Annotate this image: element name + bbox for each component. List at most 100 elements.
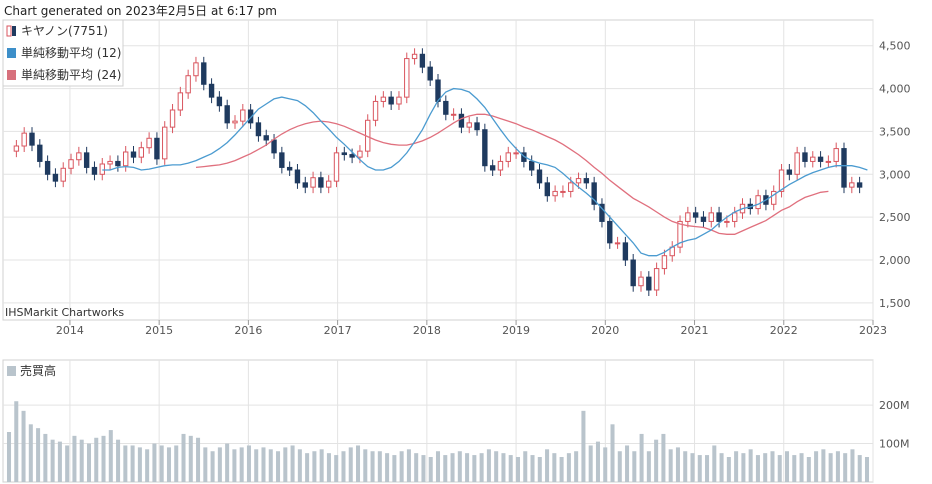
candle xyxy=(154,137,160,160)
volume-bar xyxy=(225,443,230,482)
candle xyxy=(318,177,324,188)
candle xyxy=(817,156,824,162)
volume-bar xyxy=(792,455,797,482)
price-y-tick-label: 4,500 xyxy=(879,40,911,53)
volume-bar xyxy=(726,457,731,482)
volume-bar xyxy=(276,451,281,482)
candle xyxy=(52,173,59,182)
candle xyxy=(411,53,418,60)
candle xyxy=(29,132,35,146)
volume-bar xyxy=(341,451,346,482)
volume-bar xyxy=(21,410,26,482)
volume-bar xyxy=(254,449,259,482)
volume-bar xyxy=(617,451,622,482)
volume-bar xyxy=(239,447,244,482)
volume-bar xyxy=(785,451,790,482)
volume-bar xyxy=(625,445,630,482)
volume-bar xyxy=(86,443,91,482)
volume-bar xyxy=(123,445,128,482)
volume-bar xyxy=(65,445,70,482)
volume-bar xyxy=(443,455,448,482)
candle xyxy=(310,177,316,188)
candle xyxy=(825,160,832,163)
volume-bar xyxy=(719,453,724,482)
volume-bar xyxy=(290,445,295,482)
volume-bar xyxy=(399,451,404,482)
candle xyxy=(474,122,480,131)
volume-bar xyxy=(152,443,157,482)
volume-bar xyxy=(363,449,368,482)
candle xyxy=(286,166,293,171)
candle xyxy=(786,169,793,175)
volume-bar xyxy=(697,455,702,482)
candle xyxy=(263,135,269,141)
candle xyxy=(794,152,800,175)
legend-box xyxy=(2,19,124,87)
volume-bar xyxy=(145,449,150,482)
volume-bar xyxy=(494,451,499,482)
volume-bar xyxy=(14,401,19,482)
volume-bar xyxy=(57,441,62,482)
candle xyxy=(325,180,332,188)
volume-bar xyxy=(334,455,339,482)
candle xyxy=(755,195,761,210)
candle xyxy=(583,178,590,184)
legend-label: 単純移動平均 (24) xyxy=(21,68,121,82)
volume-bar xyxy=(755,455,760,482)
price-y-tick-label: 1,500 xyxy=(879,297,911,310)
volume-bar xyxy=(595,441,600,482)
candle xyxy=(333,152,340,182)
volume-bar xyxy=(770,451,775,482)
volume-bar xyxy=(268,449,273,482)
candle xyxy=(349,154,355,158)
volume-bar xyxy=(632,451,637,482)
volume-bar xyxy=(312,451,317,482)
candle xyxy=(614,242,621,245)
volume-bar xyxy=(799,453,804,482)
candle xyxy=(91,166,98,175)
candle xyxy=(841,148,847,188)
volume-bar xyxy=(646,451,651,482)
legend-swatch xyxy=(7,48,16,58)
candle xyxy=(849,182,855,188)
candle xyxy=(146,137,152,149)
candle xyxy=(560,190,566,193)
volume-bar xyxy=(392,455,397,482)
volume-bar xyxy=(472,455,477,482)
candle xyxy=(708,212,714,222)
candle xyxy=(224,105,230,124)
x-tick-label: 2022 xyxy=(770,324,798,337)
volume-bar xyxy=(712,445,717,482)
candle xyxy=(607,220,613,244)
x-tick-label: 2014 xyxy=(56,324,84,337)
x-tick-label: 2021 xyxy=(681,324,709,337)
volume-y-tick-label: 200M xyxy=(879,399,910,412)
volume-bar xyxy=(748,449,753,482)
candle xyxy=(731,212,738,222)
candle xyxy=(630,259,636,287)
price-y-tick-label: 3,000 xyxy=(879,168,911,181)
candle xyxy=(99,163,105,175)
candle xyxy=(21,132,27,147)
volume-bar xyxy=(523,451,528,482)
candle xyxy=(279,152,285,168)
candle xyxy=(653,268,660,291)
candle xyxy=(216,96,223,107)
candle xyxy=(419,53,426,68)
volume-bar xyxy=(661,433,666,482)
volume-bar xyxy=(232,449,237,482)
ma24-line xyxy=(195,113,829,235)
candle xyxy=(575,178,582,184)
volume-bar xyxy=(305,453,310,482)
volume-bar xyxy=(159,445,164,482)
volume-bar xyxy=(188,435,193,482)
volume-bar xyxy=(668,449,673,482)
volume-bar xyxy=(603,447,608,482)
price-y-tick-label: 4,000 xyxy=(879,83,911,96)
volume-y-tick-label: 100M xyxy=(879,438,910,451)
volume-bar xyxy=(297,449,302,482)
candle xyxy=(232,120,238,124)
volume-bar xyxy=(690,453,695,482)
